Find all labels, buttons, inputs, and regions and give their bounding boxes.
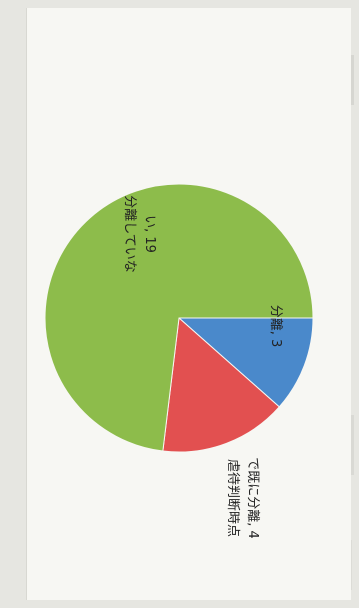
data-label-line: 分離していな: [122, 195, 137, 273]
data-label: 分離していな い, 19: [122, 195, 157, 273]
data-label-line: 虐待判断時点: [225, 459, 241, 537]
data-label: 分離, 3: [268, 305, 283, 348]
pie-chart: 分離, 3 虐待判断時点 で既に分離, 4 分離していな い, 19: [44, 183, 314, 539]
pie-slice: [177, 317, 314, 408]
data-label: 虐待判断時点 で既に分離, 4: [225, 457, 260, 539]
data-label-line: で既に分離, 4: [245, 457, 260, 539]
data-label-line: 分離, 3: [268, 305, 283, 348]
data-label-line: い, 19: [142, 215, 157, 253]
pie-slice: [162, 316, 281, 453]
pie-slice: [44, 183, 314, 452]
chart-area: 分離, 3 虐待判断時点 で既に分離, 4 分離していな い, 19: [26, 8, 351, 600]
